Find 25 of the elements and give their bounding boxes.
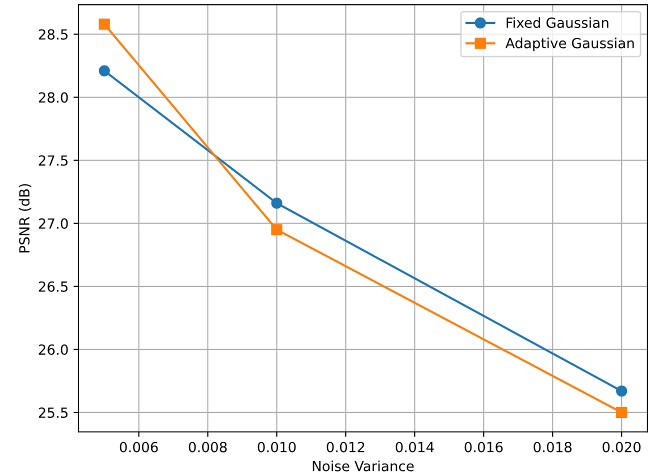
point [271,224,282,236]
point [271,198,282,209]
y-tick-label: 27.5 [38,155,68,166]
x-tick-label: 0.006 [120,442,158,452]
y-tick-label: 25.5 [38,407,68,418]
y-tick-label: 26.5 [38,281,68,292]
legend-label: Fixed Gaussian [506,17,608,28]
x-tick-label: 0.018 [534,442,572,452]
y-tick-label: 27.0 [38,218,68,229]
y-tick-label: 28.0 [38,92,68,103]
x-tick-label: 0.020 [602,442,641,452]
x-tick-label: 0.010 [258,442,296,452]
y-tick-label: 26.0 [38,344,68,355]
x-tick-label: 0.012 [326,442,364,452]
x-tick-label: 0.016 [464,442,503,452]
legend-label: Adaptive Gaussian [505,38,634,52]
point [98,65,110,76]
point [98,18,110,30]
point [616,385,628,397]
point [616,406,628,418]
x-tick-label: 0.014 [396,442,434,452]
y-tick-label: 28.5 [38,29,68,40]
x-axis-title: Noise Variance [312,460,414,472]
y-axis-title: PSNR (dB) [18,184,32,252]
x-tick-label: 0.008 [188,442,227,452]
